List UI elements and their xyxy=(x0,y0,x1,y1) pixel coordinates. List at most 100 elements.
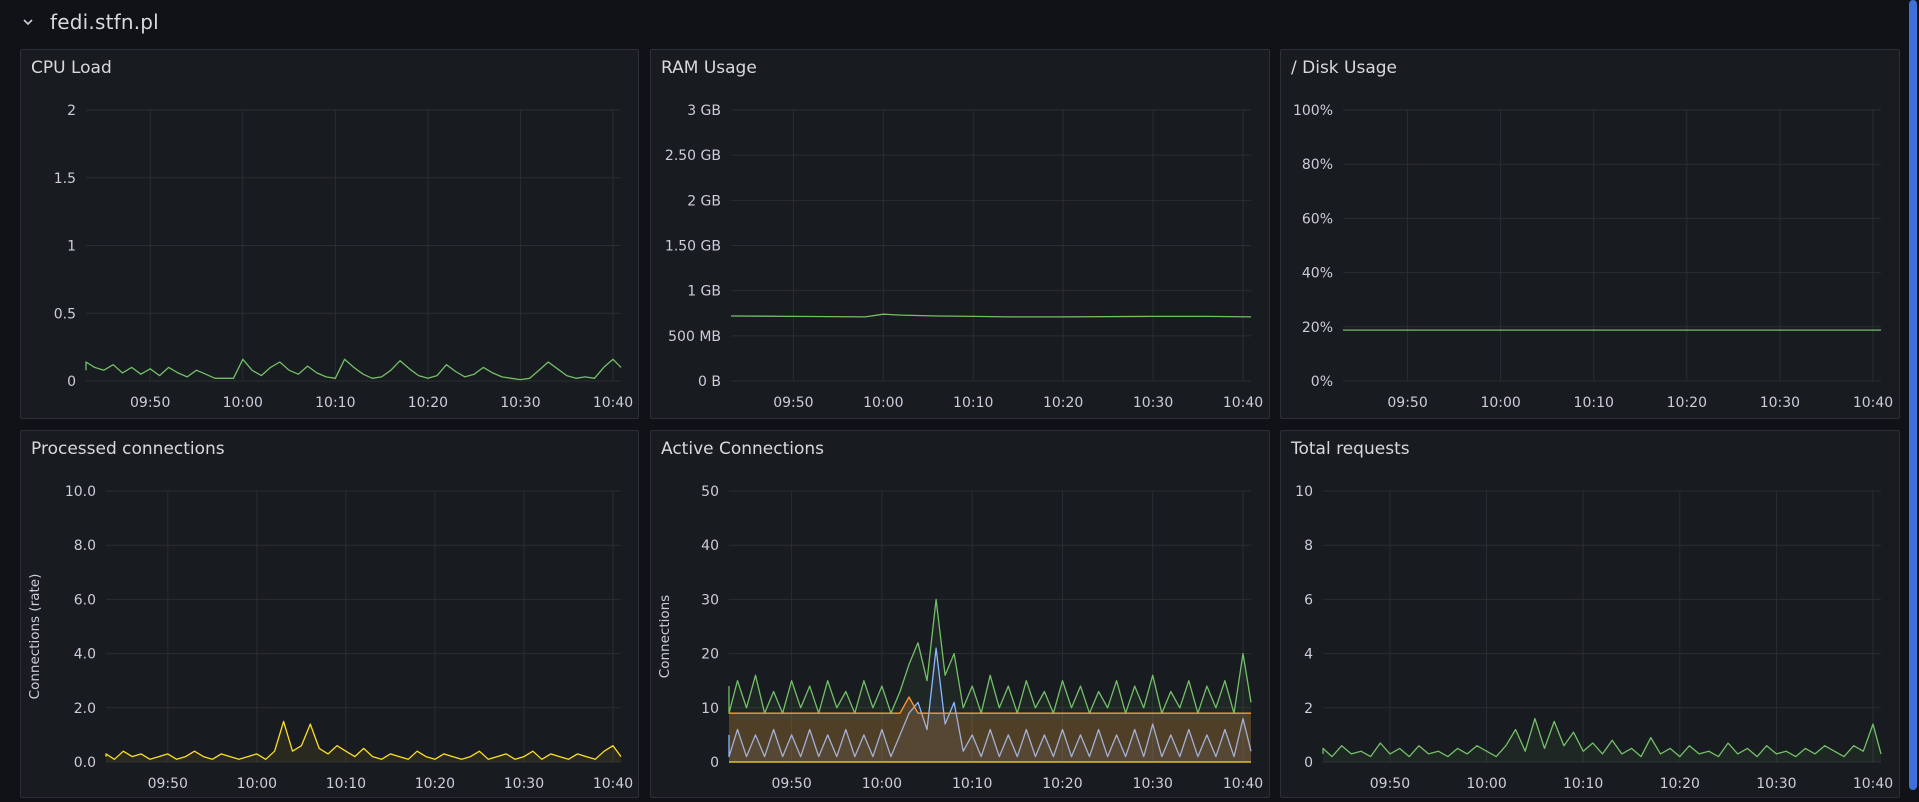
y-tick-label: 2 xyxy=(1304,701,1313,717)
y-tick-label: 10 xyxy=(701,701,719,717)
x-tick-label: 10:30 xyxy=(1133,395,1173,411)
y-tick-label: 2.0 xyxy=(74,701,96,717)
y-tick-label: 20 xyxy=(701,647,719,663)
y-tick-label: 1 GB xyxy=(687,284,721,300)
row-header[interactable]: fedi.stfn.pl xyxy=(20,0,159,44)
x-tick-label: 10:10 xyxy=(953,395,993,411)
panel-title[interactable]: CPU Load xyxy=(31,58,112,78)
y-tick-label: 100% xyxy=(1293,103,1333,119)
y-tick-label: 8 xyxy=(1304,538,1313,554)
series-line xyxy=(105,720,622,760)
y-tick-label: 2.50 GB xyxy=(665,148,721,164)
x-tick-label: 10:40 xyxy=(1223,395,1263,411)
y-tick-label: 4 xyxy=(1304,647,1313,663)
series-area xyxy=(106,721,621,762)
panel-title[interactable]: RAM Usage xyxy=(661,58,757,78)
y-tick-label: 0.5 xyxy=(54,306,76,322)
panel-title[interactable]: Processed connections xyxy=(31,439,225,459)
y-tick-label: 10.0 xyxy=(65,484,96,500)
y-tick-label: 30 xyxy=(701,592,719,608)
x-tick-label: 10:30 xyxy=(504,776,544,792)
x-tick-label: 10:10 xyxy=(1563,776,1603,792)
y-tick-label: 6.0 xyxy=(74,592,96,608)
x-tick-label: 10:00 xyxy=(223,395,263,411)
x-tick-label: 10:40 xyxy=(1223,776,1263,792)
x-tick-label: 09:50 xyxy=(771,776,811,792)
panel-proc[interactable]: Processed connections 10.0 8.0 6.0 4.0 2.0 0.0… xyxy=(20,430,639,798)
y-tick-label: 1.50 GB xyxy=(665,239,721,255)
y-tick-label: 1 xyxy=(67,239,76,255)
x-tick-label: 09:50 xyxy=(773,395,813,411)
y-tick-label: 0 xyxy=(67,374,76,390)
y-axis-label: Connections xyxy=(657,595,673,678)
panel-title[interactable]: Total requests xyxy=(1291,439,1410,459)
x-tick-label: 10:40 xyxy=(593,776,633,792)
series-line xyxy=(85,358,622,381)
y-tick-label: 0.0 xyxy=(74,755,96,771)
x-tick-label: 10:30 xyxy=(1133,776,1173,792)
panel-title[interactable]: Active Connections xyxy=(661,439,825,459)
y-tick-label: 2 GB xyxy=(687,193,721,209)
series-area xyxy=(729,599,1251,762)
chevron-down-icon[interactable] xyxy=(20,14,36,30)
y-tick-label: 40 xyxy=(701,538,719,554)
panel-ram[interactable]: RAM Usage 3 GB 2.50 GB 2 GB 1.50 GB 1 GB 500 M… xyxy=(650,49,1270,419)
y-tick-label: 8.0 xyxy=(74,538,96,554)
x-tick-label: 10:30 xyxy=(1756,776,1796,792)
x-tick-label: 10:10 xyxy=(326,776,366,792)
x-tick-label: 10:20 xyxy=(1667,395,1707,411)
series-line xyxy=(729,696,1251,714)
y-tick-label: 10 xyxy=(1295,484,1313,500)
chart-cpu: 2 1.5 1 0.5 0 09:50 10:00 10:10 10:20 10:30 10:40 xyxy=(54,103,633,411)
y-tick-label: 4.0 xyxy=(74,647,96,663)
y-tick-label: 20% xyxy=(1302,320,1333,336)
x-tick-label: 10:00 xyxy=(237,776,277,792)
x-tick-label: 10:00 xyxy=(862,776,902,792)
x-tick-label: 10:20 xyxy=(408,395,448,411)
x-tick-label: 10:00 xyxy=(863,395,903,411)
x-tick-label: 10:40 xyxy=(1853,776,1893,792)
x-tick-label: 10:00 xyxy=(1480,395,1520,411)
x-tick-label: 10:10 xyxy=(1574,395,1614,411)
x-tick-label: 10:20 xyxy=(1043,395,1083,411)
panel-total[interactable]: Total requests 10 8 6 4 2 0 09:50 10:00 10:10 10:2… xyxy=(1280,430,1900,798)
x-tick-label: 09:50 xyxy=(1387,395,1427,411)
panel-disk[interactable]: / Disk Usage 100% 80% 60% 40% 20% 0% 09:50 10:00… xyxy=(1280,49,1900,419)
x-tick-label: 10:20 xyxy=(415,776,455,792)
x-tick-label: 10:40 xyxy=(593,395,633,411)
y-tick-label: 40% xyxy=(1302,266,1333,282)
chart-total: 10 8 6 4 2 0 09:50 10:00 10:10 10:20 10:30 10:40 xyxy=(1295,484,1893,792)
series-line xyxy=(728,647,1252,758)
scrollbar[interactable] xyxy=(1909,0,1917,802)
y-tick-label: 0 xyxy=(710,755,719,771)
x-tick-label: 09:50 xyxy=(130,395,170,411)
chart-ram: 3 GB 2.50 GB 2 GB 1.50 GB 1 GB 500 MB 0 B 09:50… xyxy=(665,103,1263,411)
series-line xyxy=(730,313,1252,318)
y-tick-label: 0 B xyxy=(698,374,721,390)
series-area xyxy=(1323,718,1881,762)
y-tick-label: 0% xyxy=(1311,374,1333,390)
row-title: fedi.stfn.pl xyxy=(50,10,159,34)
y-tick-label: 80% xyxy=(1302,157,1333,173)
x-tick-label: 09:50 xyxy=(1370,776,1410,792)
panel-active[interactable]: Active Connections 50 40 30 20 10 0 09:50 10:00 1… xyxy=(650,430,1270,798)
x-tick-label: 10:40 xyxy=(1853,395,1893,411)
series-line xyxy=(1322,717,1882,758)
series-area xyxy=(729,648,1251,762)
y-tick-label: 0 xyxy=(1304,755,1313,771)
y-tick-label: 2 xyxy=(67,103,76,119)
series-line xyxy=(728,598,1252,714)
chart-proc: 10.0 8.0 6.0 4.0 2.0 0.0 09:50 10:00 10:10 10:20 1… xyxy=(27,484,633,792)
panel-title[interactable]: / Disk Usage xyxy=(1291,58,1398,78)
y-tick-label: 60% xyxy=(1302,211,1333,227)
x-tick-label: 10:10 xyxy=(315,395,355,411)
y-axis-label: Connections (rate) xyxy=(27,574,43,700)
scrollbar-thumb[interactable] xyxy=(1909,0,1917,790)
x-tick-label: 10:00 xyxy=(1466,776,1506,792)
x-tick-label: 09:50 xyxy=(148,776,188,792)
y-tick-label: 3 GB xyxy=(687,103,721,119)
y-tick-label: 1.5 xyxy=(54,171,76,187)
x-tick-label: 10:20 xyxy=(1660,776,1700,792)
chart-disk: 100% 80% 60% 40% 20% 0% 09:50 10:00 10:10 10:20 10… xyxy=(1293,103,1893,411)
panel-cpu[interactable]: CPU Load 2 1.5 1 0.5 0 09:50 10:00 10:10 10:20 10:… xyxy=(20,49,639,419)
